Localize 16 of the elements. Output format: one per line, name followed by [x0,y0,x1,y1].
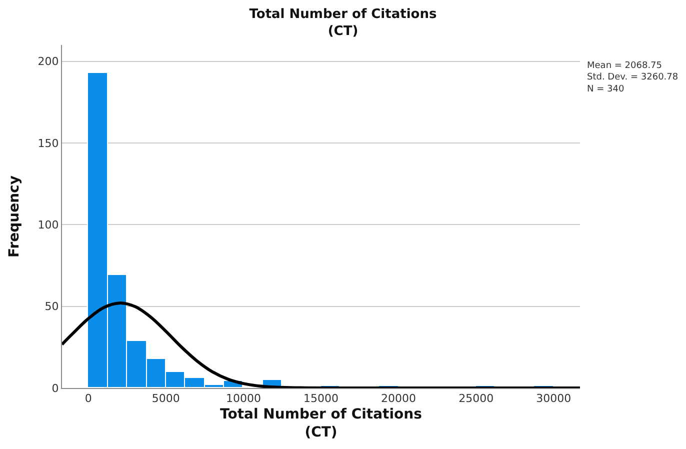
x-tick-label: 30000 [536,392,572,406]
y-tick-label: 0 [52,382,59,395]
y-tick-label: 200 [38,55,59,68]
x-axis-title: Total Number of Citations (CT) [220,406,422,441]
y-tick-label: 100 [38,218,59,232]
chart-title: Total Number of Citations (CT) [249,6,437,39]
y-tick-label: 150 [38,136,59,150]
y-axis-title: Frequency [6,176,22,258]
x-tick-label: 20000 [381,392,416,406]
x-tick-label: 0 [84,392,92,406]
text: Mean = 2068.75 Std. Dev. = 3260.78 N = 340 [587,61,678,94]
x-tick-label: 10000 [226,392,261,406]
x-tick-label: 5000 [152,392,180,406]
x-tick-label: 25000 [458,392,494,406]
y-tick-label: 50 [44,300,59,314]
x-tick-label: 15000 [304,392,338,406]
